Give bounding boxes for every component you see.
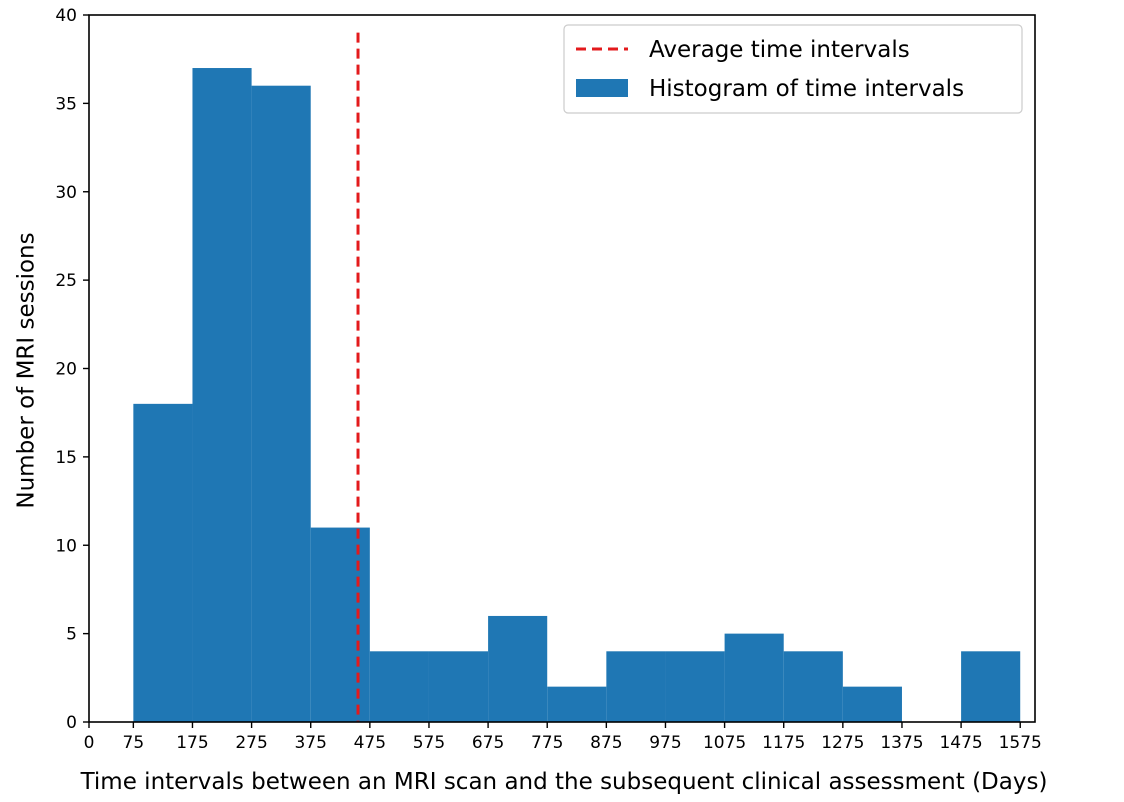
x-tick-label: 75	[123, 733, 145, 753]
histogram-bar-8	[606, 651, 666, 722]
x-tick-label: 0	[84, 733, 95, 753]
histogram-bar-5	[428, 651, 489, 722]
legend-box	[563, 24, 1023, 114]
x-tick-label: 1175	[762, 733, 805, 753]
x-tick-label: 175	[176, 733, 208, 753]
legend-label-histogram: Histogram of time intervals	[649, 76, 964, 102]
x-tick-label: 975	[649, 733, 681, 753]
histogram-bar-3	[310, 527, 370, 722]
x-axis-ticks: 0 75 175 275 375 475 575 675 775 875 975 1075 1175 12…	[84, 722, 1042, 753]
x-tick-label: 1475	[939, 733, 982, 753]
x-tick-label: 775	[531, 733, 563, 753]
x-tick-label: 1275	[821, 733, 864, 753]
histogram-bar-7	[547, 686, 607, 722]
x-tick-label: 375	[294, 733, 326, 753]
y-axis-ticks: 0 5 10 15 20 25 30 35 40	[55, 6, 89, 733]
x-tick-label: 875	[590, 733, 622, 753]
y-tick-label: 10	[55, 536, 77, 556]
legend-label-average: Average time intervals	[649, 37, 910, 63]
legend-swatch-histogram	[576, 79, 628, 97]
histogram-bar-14	[961, 651, 1021, 722]
legend: Average time intervals Histogram of time…	[563, 24, 1023, 114]
x-tick-label: 1375	[880, 733, 923, 753]
x-tick-label: 475	[354, 733, 386, 753]
y-tick-label: 0	[66, 713, 77, 733]
y-tick-label: 20	[55, 360, 77, 380]
x-tick-label: 575	[413, 733, 445, 753]
x-tick-label: 675	[472, 733, 504, 753]
y-tick-label: 30	[55, 183, 77, 203]
histogram-bar-11	[783, 651, 843, 722]
histogram-bar-6	[488, 615, 548, 722]
x-tick-label: 1075	[703, 733, 746, 753]
x-axis-label: Time intervals between an MRI scan and t…	[80, 769, 1048, 795]
histogram-bar-4	[369, 651, 429, 722]
histogram-bar-9	[665, 651, 725, 722]
y-tick-label: 25	[55, 271, 77, 291]
histogram-bar-12	[842, 686, 902, 722]
y-axis-label: Number of MRI sessions	[14, 232, 40, 508]
histogram-bars	[133, 68, 1021, 722]
y-tick-label: 40	[55, 6, 77, 26]
y-tick-label: 35	[55, 94, 77, 114]
histogram-bar-10	[724, 633, 784, 722]
x-tick-label: 1575	[999, 733, 1042, 753]
histogram-bar-0	[133, 403, 193, 722]
histogram-bar-1	[192, 68, 252, 722]
y-tick-label: 5	[66, 625, 77, 645]
x-tick-label: 275	[235, 733, 267, 753]
histogram-bar-2	[251, 85, 311, 722]
y-tick-label: 15	[55, 448, 77, 468]
